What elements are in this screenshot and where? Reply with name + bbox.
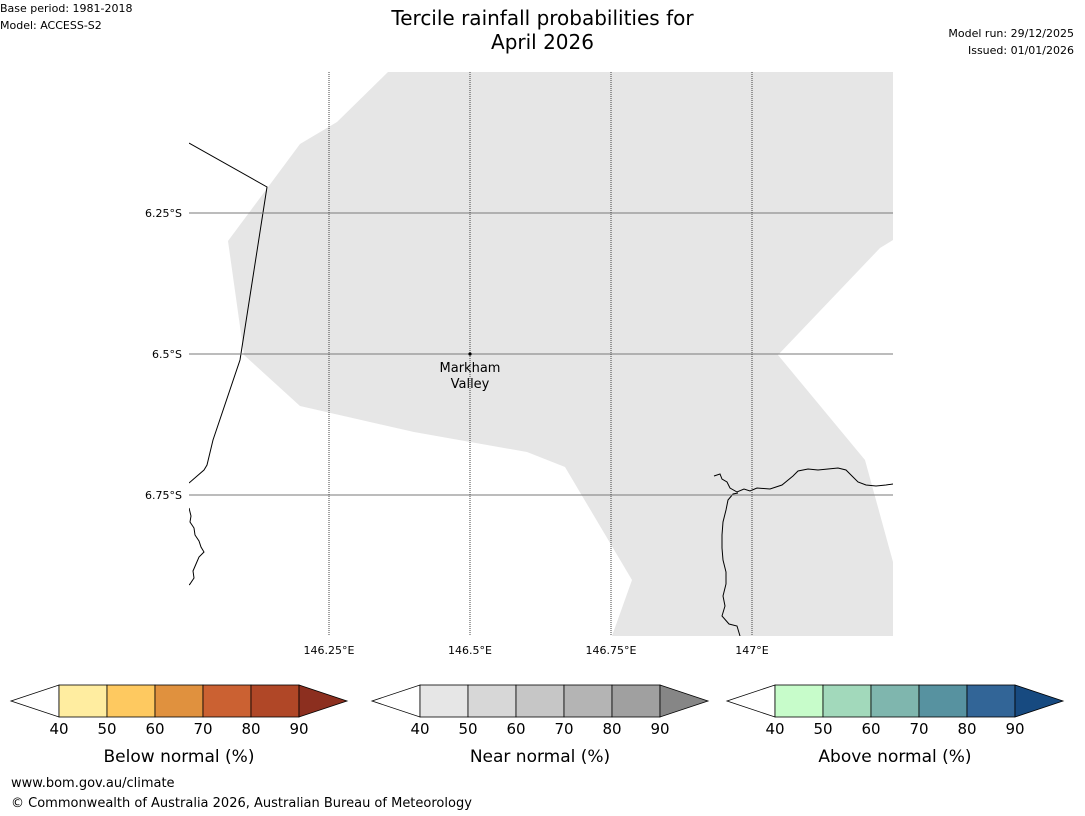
colorbar-tick-label: 50 bbox=[458, 720, 477, 738]
meta-left: Base period: 1981-2018 Model: ACCESS-S2 bbox=[0, 0, 1085, 34]
lon-label: 147°E bbox=[735, 644, 768, 657]
above-normal-colorbar-label: Above normal (%) bbox=[818, 747, 971, 767]
colorbar-tick-label: 70 bbox=[909, 720, 928, 738]
near-normal-colorbar-label: Near normal (%) bbox=[470, 747, 610, 767]
colorbar-segment bbox=[467, 684, 517, 718]
colorbar-tick-label: 50 bbox=[813, 720, 832, 738]
colorbar-under-extension bbox=[725, 684, 776, 718]
graticule-layer bbox=[189, 72, 893, 636]
lat-label: 6.25°S bbox=[145, 207, 182, 220]
colorbar-tick-label: 70 bbox=[554, 720, 573, 738]
colorbar-under-extension bbox=[370, 684, 421, 718]
colorbar-segment bbox=[106, 684, 156, 718]
colorbar-tick-label: 40 bbox=[765, 720, 784, 738]
below-normal-colorbar-label: Below normal (%) bbox=[104, 747, 255, 767]
colorbar-tick-label: 60 bbox=[506, 720, 525, 738]
colorbar-segment bbox=[154, 684, 204, 718]
colorbar-segment bbox=[870, 684, 920, 718]
colorbar-over-extension bbox=[1014, 684, 1065, 718]
colorbar-segment bbox=[58, 684, 108, 718]
issued-text: Issued: 01/01/2026 bbox=[967, 44, 1074, 57]
lon-label: 146.75°E bbox=[586, 644, 637, 657]
colorbar-under-extension bbox=[9, 684, 60, 718]
base-period-text: Base period: 1981-2018 bbox=[0, 2, 133, 15]
title-line-2: April 2026 bbox=[491, 30, 594, 54]
near-normal-colorbar: 40 50 60 70 80 90 Near normal (%) bbox=[370, 684, 710, 767]
title-line-1: Tercile rainfall probabilities for bbox=[391, 6, 694, 30]
colorbar-tick-label: 80 bbox=[957, 720, 976, 738]
west-coastline bbox=[189, 507, 205, 586]
colorbar-tick-label: 90 bbox=[289, 720, 308, 738]
coastline-layer bbox=[189, 142, 893, 636]
place-marker: Markham Valley bbox=[440, 352, 501, 392]
footer-url: www.bom.gov.au/climate bbox=[11, 776, 175, 791]
colorbar-segment bbox=[611, 684, 661, 718]
colorbar-over-extension bbox=[298, 684, 349, 718]
place-label-line-2: Valley bbox=[451, 377, 490, 392]
colorbar-tick-label: 50 bbox=[97, 720, 116, 738]
colorbar-segment bbox=[918, 684, 968, 718]
lon-label: 146.5°E bbox=[448, 644, 492, 657]
colorbar-segment bbox=[966, 684, 1016, 718]
colorbar-segment bbox=[202, 684, 252, 718]
place-dot bbox=[468, 352, 472, 356]
colorbar-segment bbox=[515, 684, 565, 718]
colorbar-tick-label: 40 bbox=[410, 720, 429, 738]
colorbar-tick-label: 80 bbox=[241, 720, 260, 738]
colorbar-segment bbox=[250, 684, 300, 718]
colorbar-tick-label: 90 bbox=[650, 720, 669, 738]
meta-right: Model run: 29/12/2025 Issued: 01/01/2026 bbox=[948, 25, 1074, 59]
model-run-text: Model run: 29/12/2025 bbox=[948, 27, 1074, 40]
above-normal-colorbar: 40 50 60 70 80 90 Above normal (%) bbox=[725, 684, 1065, 767]
colorbar-over-extension bbox=[659, 684, 710, 718]
colorbar-tick-label: 40 bbox=[49, 720, 68, 738]
huon-gulf-coastline bbox=[713, 467, 893, 493]
place-label-line-1: Markham bbox=[440, 361, 501, 376]
map-title: Tercile rainfall probabilities for April… bbox=[0, 6, 1085, 54]
colorbar-segment bbox=[563, 684, 613, 718]
colorbar-tick-label: 70 bbox=[193, 720, 212, 738]
colorbar-layer: 40 50 60 70 80 90 Below normal (%) 40 50 60 70 80 90… bbox=[9, 684, 1065, 767]
axis-labels: 6.25°S 6.5°S 6.75°S 146.25°E 146.5°E 146… bbox=[145, 207, 769, 657]
lon-label: 146.25°E bbox=[304, 644, 355, 657]
below-normal-colorbar: 40 50 60 70 80 90 Below normal (%) bbox=[9, 684, 349, 767]
river-line bbox=[721, 492, 741, 636]
west-border-line bbox=[189, 142, 268, 484]
colorbar-segment bbox=[419, 684, 469, 718]
colorbar-tick-label: 60 bbox=[861, 720, 880, 738]
colorbar-segment bbox=[774, 684, 824, 718]
lat-label: 6.5°S bbox=[152, 348, 182, 361]
footer-copyright: © Commonwealth of Australia 2026, Austra… bbox=[11, 796, 472, 811]
colorbar-tick-label: 80 bbox=[602, 720, 621, 738]
colorbar-tick-label: 60 bbox=[145, 720, 164, 738]
footer: www.bom.gov.au/climate © Commonwealth of… bbox=[11, 774, 472, 814]
lat-label: 6.75°S bbox=[145, 489, 182, 502]
colorbar-segment bbox=[822, 684, 872, 718]
model-text: Model: ACCESS-S2 bbox=[0, 19, 102, 32]
colorbar-tick-label: 90 bbox=[1005, 720, 1024, 738]
